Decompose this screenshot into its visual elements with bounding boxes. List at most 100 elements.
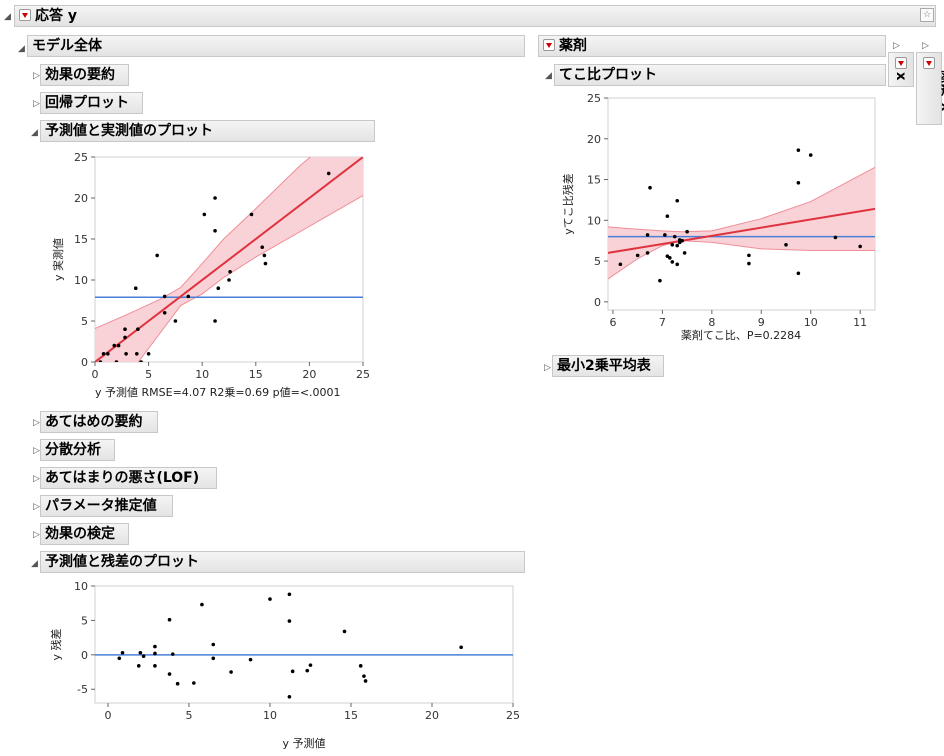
y-tick-label: 15 xyxy=(74,233,88,246)
data-point xyxy=(124,352,128,356)
x-tick-label: 15 xyxy=(344,709,358,722)
red-triangle-menu-icon[interactable] xyxy=(895,57,907,69)
data-point xyxy=(213,196,217,200)
data-point xyxy=(747,261,751,266)
fit-line xyxy=(608,207,875,254)
disclosure-closed-icon[interactable]: ▷ xyxy=(33,502,40,512)
red-triangle-menu-icon[interactable] xyxy=(923,57,935,69)
x-tick-label: 6 xyxy=(609,316,616,329)
data-point xyxy=(112,343,117,348)
disclosure-closed-icon[interactable]: ▷ xyxy=(922,41,929,51)
disclosure-open-icon[interactable]: ◢ xyxy=(18,44,25,54)
y-tick-label: 15 xyxy=(587,174,601,187)
data-point xyxy=(658,278,662,283)
data-point xyxy=(675,262,680,267)
x-tab-label: x xyxy=(893,72,908,81)
parameter-estimates-title: パラメータ推定値 xyxy=(45,498,157,514)
x-tick-label: 8 xyxy=(708,316,715,329)
data-point xyxy=(308,663,313,667)
data-point xyxy=(200,602,204,607)
anova-title: 分散分析 xyxy=(45,442,101,458)
red-triangle-menu-icon[interactable] xyxy=(19,9,31,21)
data-point xyxy=(98,360,103,362)
plot-area xyxy=(95,157,363,362)
data-point xyxy=(287,619,292,623)
data-point xyxy=(228,270,232,274)
model-overall-header[interactable]: モデル全体 xyxy=(27,35,525,57)
data-point xyxy=(670,260,675,264)
data-point xyxy=(260,245,265,249)
parameter-estimates-header[interactable]: パラメータ推定値 xyxy=(40,495,173,517)
actual-by-predicted-header[interactable]: 予測値と実測値のプロット xyxy=(40,120,375,142)
data-point xyxy=(146,352,151,356)
disclosure-closed-icon[interactable]: ▷ xyxy=(893,41,900,51)
drug-x-tab-label: 薬剤*x xyxy=(938,70,944,112)
data-point xyxy=(213,229,217,233)
disclosure-closed-icon[interactable]: ▷ xyxy=(33,530,40,540)
disclosure-open-icon[interactable]: ◢ xyxy=(31,128,38,138)
fit-line xyxy=(95,157,363,362)
y-tick-label: 25 xyxy=(587,92,601,105)
data-point xyxy=(116,343,121,348)
data-point xyxy=(290,669,295,674)
data-point xyxy=(248,657,253,662)
residual-by-predicted-header[interactable]: 予測値と残差のプロット xyxy=(40,551,525,573)
data-point xyxy=(682,251,687,255)
leverage-plot-header[interactable]: てこ比プロット xyxy=(554,64,886,86)
data-point xyxy=(796,271,801,276)
y-tick-label: 5 xyxy=(81,315,88,328)
y-tick-label: 10 xyxy=(587,214,601,227)
data-point xyxy=(213,319,217,323)
effect-tests-header[interactable]: 効果の検定 xyxy=(40,523,129,545)
x-tab[interactable]: x xyxy=(888,52,914,87)
anova-header[interactable]: 分散分析 xyxy=(40,439,115,461)
data-point xyxy=(138,650,143,655)
data-point xyxy=(229,670,233,674)
data-point xyxy=(263,261,268,266)
effect-summary-title: 効果の要約 xyxy=(45,67,115,83)
disclosure-closed-icon[interactable]: ▷ xyxy=(33,71,40,81)
disclosure-closed-icon[interactable]: ▷ xyxy=(33,99,40,109)
disclosure-closed-icon[interactable]: ▷ xyxy=(33,446,40,456)
disclosure-closed-icon[interactable]: ▷ xyxy=(544,363,551,373)
x-tick-label: 25 xyxy=(356,368,370,381)
response-header[interactable]: 応答 y xyxy=(14,5,936,27)
regression-plot-header[interactable]: 回帰プロット xyxy=(40,92,143,114)
data-point xyxy=(796,181,801,185)
data-point xyxy=(665,214,670,219)
residual-by-predicted-title: 予測値と残差のプロット xyxy=(45,554,199,570)
disclosure-open-icon[interactable]: ◢ xyxy=(31,559,38,569)
data-point xyxy=(162,311,167,315)
data-point xyxy=(136,664,141,668)
disclosure-closed-icon[interactable]: ▷ xyxy=(33,418,40,428)
x-tick-label: 10 xyxy=(804,316,818,329)
lack-of-fit-header[interactable]: あてはまりの悪さ(LOF) xyxy=(40,467,217,489)
disclosure-open-icon[interactable]: ◢ xyxy=(4,12,11,22)
lsmeans-header[interactable]: 最小2乗平均表 xyxy=(552,355,664,377)
x-axis-label: y 予測値 xyxy=(282,736,325,750)
disclosure-open-icon[interactable]: ◢ xyxy=(545,71,552,81)
disclosure-closed-icon[interactable]: ▷ xyxy=(33,474,40,484)
data-point xyxy=(153,664,157,668)
data-point xyxy=(211,656,216,661)
y-tick-label: 20 xyxy=(74,192,88,205)
x-tick-label: 7 xyxy=(659,316,666,329)
effect-summary-header[interactable]: 効果の要約 xyxy=(40,64,129,86)
data-point xyxy=(635,253,640,258)
data-point xyxy=(358,664,363,668)
confidence-upper xyxy=(608,166,875,233)
confidence-band xyxy=(608,167,875,280)
x-tick-label: 10 xyxy=(263,709,277,722)
drug-header[interactable]: 薬剤 xyxy=(538,35,886,57)
y-axis-label: y 実測値 xyxy=(51,238,65,281)
red-triangle-menu-icon[interactable] xyxy=(543,39,555,51)
data-point xyxy=(858,244,862,249)
x-tick-label: 25 xyxy=(506,709,520,722)
confidence-upper xyxy=(95,157,311,330)
leverage-plot-title: てこ比プロット xyxy=(559,67,657,83)
pin-icon[interactable]: ☆ xyxy=(920,8,934,22)
x-tick-label: 10 xyxy=(195,368,209,381)
fit-summary-header[interactable]: あてはめの要約 xyxy=(40,411,158,433)
data-point xyxy=(645,251,650,255)
drug-x-tab[interactable]: 薬剤*x xyxy=(916,52,944,125)
